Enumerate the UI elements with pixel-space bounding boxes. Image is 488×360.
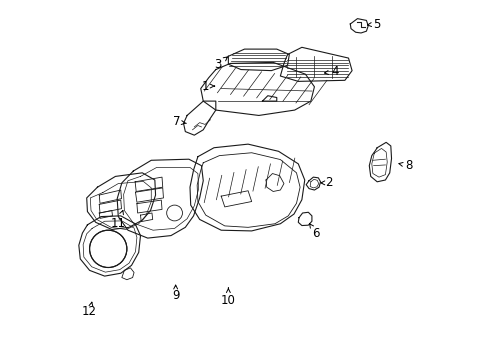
Polygon shape: [305, 177, 320, 190]
Text: 8: 8: [398, 159, 411, 172]
Polygon shape: [83, 221, 137, 272]
Polygon shape: [122, 268, 134, 280]
Text: 7: 7: [173, 116, 186, 129]
Polygon shape: [371, 148, 386, 177]
Polygon shape: [99, 211, 112, 219]
Text: 12: 12: [82, 302, 97, 319]
Polygon shape: [349, 19, 367, 33]
Polygon shape: [190, 144, 304, 231]
Polygon shape: [309, 179, 318, 188]
Polygon shape: [280, 47, 351, 81]
Polygon shape: [298, 212, 311, 226]
Polygon shape: [99, 190, 121, 203]
Polygon shape: [140, 213, 152, 222]
Text: 3: 3: [213, 57, 227, 71]
Polygon shape: [265, 174, 284, 192]
Polygon shape: [137, 200, 162, 213]
Text: 5: 5: [366, 18, 380, 31]
Polygon shape: [135, 188, 163, 202]
Polygon shape: [228, 49, 289, 71]
Polygon shape: [368, 142, 391, 182]
Text: 4: 4: [324, 65, 338, 78]
Polygon shape: [262, 96, 276, 101]
Polygon shape: [197, 153, 300, 227]
Text: 9: 9: [172, 285, 179, 302]
Polygon shape: [201, 62, 314, 116]
Polygon shape: [99, 200, 121, 213]
Polygon shape: [183, 101, 215, 135]
Text: 1: 1: [201, 80, 214, 93]
Text: 11: 11: [111, 210, 125, 230]
Polygon shape: [90, 181, 151, 229]
Polygon shape: [117, 159, 203, 238]
Polygon shape: [86, 173, 155, 229]
Text: 10: 10: [221, 288, 235, 307]
Polygon shape: [221, 191, 251, 207]
Polygon shape: [79, 216, 140, 276]
Polygon shape: [123, 167, 198, 230]
Polygon shape: [135, 177, 163, 192]
Text: 2: 2: [320, 176, 332, 189]
Text: 6: 6: [309, 224, 319, 239]
